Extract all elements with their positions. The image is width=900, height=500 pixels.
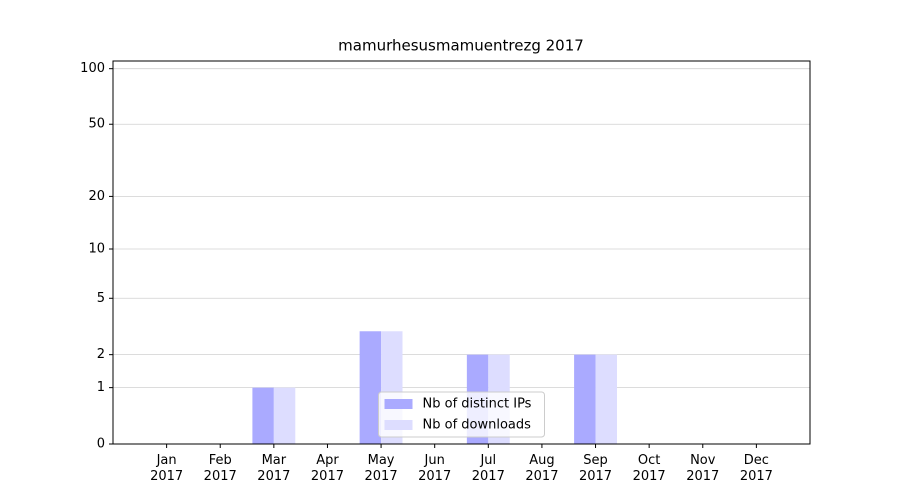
legend-swatch	[384, 420, 413, 430]
bar	[273, 387, 296, 444]
bar	[574, 354, 596, 444]
bar	[595, 354, 617, 444]
legend-box	[378, 391, 545, 438]
x-tick-label: Aug 2017	[525, 453, 559, 484]
y-tick-label: 100	[80, 61, 105, 76]
y-tick-label: 10	[88, 241, 105, 256]
legend: Nb of distinct IPs Nb of downloads	[378, 391, 545, 438]
legend-label: Nb of distinct IPs	[423, 397, 532, 412]
y-tick-label: 50	[88, 117, 105, 132]
x-tick-label: Jan 2017	[150, 453, 184, 484]
x-tick-label: Oct 2017	[632, 453, 666, 484]
legend-label: Nb of downloads	[423, 418, 532, 433]
x-tick-label: Feb 2017	[203, 453, 237, 484]
legend-swatch	[384, 399, 413, 409]
x-tick-label: Jul 2017	[471, 453, 505, 484]
x-tick-label: Jun 2017	[418, 453, 452, 484]
plot-frame	[112, 60, 811, 445]
chart-title: mamurhesusmamuentrezg 2017	[338, 37, 584, 55]
x-tick-label: Apr 2017	[310, 453, 344, 484]
y-tick-label: 0	[97, 437, 105, 452]
y-tick-label: 2	[97, 347, 105, 362]
x-tick-label: Mar 2017	[257, 453, 291, 484]
x-tick-label: Dec 2017	[739, 453, 773, 484]
x-tick-label: May 2017	[364, 453, 398, 484]
y-tick-label: 1	[97, 380, 105, 395]
y-tick-label: 20	[88, 189, 105, 204]
x-tick-label: Sep 2017	[578, 453, 613, 484]
bar	[359, 331, 382, 444]
y-tick-label: 5	[97, 291, 105, 306]
bar	[252, 387, 274, 444]
x-tick-label: Nov 2017	[686, 453, 720, 484]
